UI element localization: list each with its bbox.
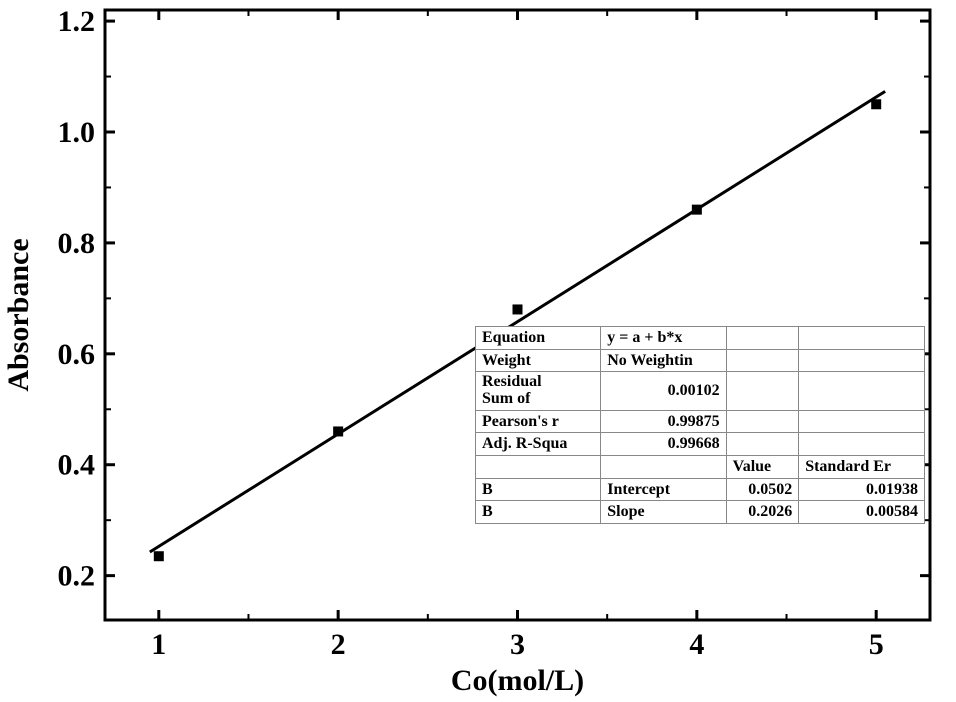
table-cell xyxy=(726,327,799,350)
table-cell: No Weightin xyxy=(601,349,726,372)
table-cell: Adj. R-Squa xyxy=(476,433,601,456)
table-row: Pearson's r 0.99875 xyxy=(476,410,925,433)
chart-container: 1 2 3 4 5 0.2 0.4 0.6 0.8 1.0 1.2 Co(mol/L) Absorban… xyxy=(0,0,956,702)
table-cell: Standard Er xyxy=(799,455,925,478)
table-cell: Pearson's r xyxy=(476,410,601,433)
y-tick-label: 1.0 xyxy=(58,116,96,149)
table-cell: 0.99875 xyxy=(601,410,726,433)
x-tick-label: 4 xyxy=(689,628,704,661)
table-cell: Equation xyxy=(476,327,601,350)
x-tick-label: 2 xyxy=(331,628,346,661)
table-cell: B xyxy=(476,478,601,501)
table-cell: Intercept xyxy=(601,478,726,501)
y-tick-label: 0.8 xyxy=(58,227,96,260)
fit-stats-table: Equation y = a + b*x Weight No Weightin … xyxy=(475,326,925,524)
table-cell: B xyxy=(476,501,601,524)
table-row: Adj. R-Squa 0.99668 xyxy=(476,433,925,456)
table-cell: Slope xyxy=(601,501,726,524)
rss-label-line1: ResidualSum of xyxy=(482,373,542,407)
table-cell: Value xyxy=(726,455,799,478)
table-row: B Intercept 0.0502 0.01938 xyxy=(476,478,925,501)
table-cell: ResidualSum of xyxy=(476,372,601,411)
table-cell: 0.00584 xyxy=(799,501,925,524)
table-cell xyxy=(601,455,726,478)
data-point xyxy=(692,205,702,215)
table-cell xyxy=(799,433,925,456)
table-row: Value Standard Er xyxy=(476,455,925,478)
y-tick-label: 0.6 xyxy=(58,338,96,371)
x-tick-label: 5 xyxy=(869,628,884,661)
y-tick-label: 0.4 xyxy=(58,449,96,482)
table-cell xyxy=(476,455,601,478)
table-cell: 0.2026 xyxy=(726,501,799,524)
table-cell xyxy=(726,433,799,456)
table-cell: 0.0502 xyxy=(726,478,799,501)
x-tick-label: 3 xyxy=(510,628,525,661)
x-axis-label: Co(mol/L) xyxy=(451,664,584,697)
table-cell xyxy=(726,372,799,411)
data-point xyxy=(871,99,881,109)
table-cell: 0.00102 xyxy=(601,372,726,411)
table-cell xyxy=(799,349,925,372)
table-cell xyxy=(799,372,925,411)
table-row: B Slope 0.2026 0.00584 xyxy=(476,501,925,524)
data-point xyxy=(513,304,523,314)
plot-border xyxy=(105,10,930,620)
y-tick-label: 1.2 xyxy=(58,5,96,38)
table-cell: y = a + b*x xyxy=(601,327,726,350)
data-point xyxy=(333,426,343,436)
table-cell xyxy=(799,327,925,350)
table-cell: Weight xyxy=(476,349,601,372)
table-cell xyxy=(799,410,925,433)
table-cell: 0.99668 xyxy=(601,433,726,456)
table-row: Equation y = a + b*x xyxy=(476,327,925,350)
table-cell xyxy=(726,349,799,372)
table-row: Weight No Weightin xyxy=(476,349,925,372)
y-tick-label: 0.2 xyxy=(58,560,96,593)
x-tick-label: 1 xyxy=(151,628,166,661)
table-cell xyxy=(726,410,799,433)
y-axis-label: Absorbance xyxy=(2,238,35,391)
table-cell: 0.01938 xyxy=(799,478,925,501)
table-row: ResidualSum of 0.00102 xyxy=(476,372,925,411)
data-point xyxy=(154,551,164,561)
